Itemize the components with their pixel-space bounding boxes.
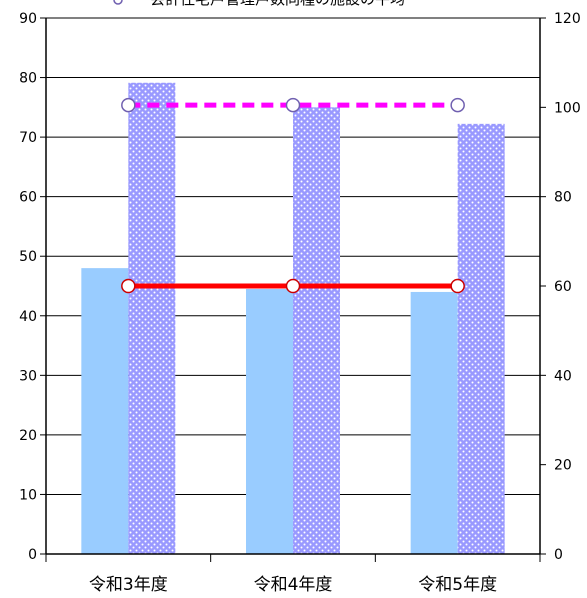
bar-s1-令和5年度 <box>410 291 458 554</box>
y-left-tick-label: 40 <box>19 309 37 325</box>
y-left-tick-label: 20 <box>19 428 37 444</box>
x-tick-label: 令和5年度 <box>418 575 497 595</box>
y-right-tick-label: 20 <box>554 458 572 474</box>
y-left-tick-label: 50 <box>19 249 37 265</box>
y-left-tick-label: 0 <box>28 547 37 563</box>
bars <box>81 82 505 555</box>
bar-s2-令和5年度 <box>457 123 505 555</box>
legend-label: 会計住宅戸管理戸数同種の施設の平均 <box>150 0 405 8</box>
bar-s2-令和4年度 <box>293 107 340 554</box>
y-left-tick-label: 30 <box>19 368 37 384</box>
y-right-tick-label: 120 <box>554 11 581 27</box>
y-right-tick-label: 100 <box>554 100 581 116</box>
line-point-3-令和5年度 <box>450 278 465 294</box>
y-left-tick-label: 80 <box>19 71 37 87</box>
line-point-3-令和4年度 <box>285 278 301 294</box>
line-point-4-令和5年度 <box>450 97 465 113</box>
y-left-tick-label: 60 <box>19 190 37 206</box>
x-tick-label: 令和4年度 <box>254 575 333 595</box>
y-right-tick-label: 40 <box>554 368 572 384</box>
x-tick-label: 令和3年度 <box>89 575 168 595</box>
bar-s1-令和3年度 <box>81 268 129 554</box>
line-point-4-令和4年度 <box>285 97 301 113</box>
y-right-tick-label: 0 <box>554 547 563 563</box>
axes: 0 10 20 30 40 50 60 70 80 90 0 20 40 60 80 100 120 令和3年度 令… <box>19 11 581 595</box>
line-point-3-令和3年度 <box>121 278 136 294</box>
y-right-tick-label: 60 <box>554 279 572 295</box>
y-right-tick-label: 80 <box>554 190 572 206</box>
y-left-tick-label: 70 <box>19 130 37 146</box>
bar-s1-令和4年度 <box>246 288 293 554</box>
legend: 会計住宅戸管理戸数同種の施設の平均 <box>113 0 405 8</box>
line-series <box>121 97 465 294</box>
y-left-tick-label: 90 <box>19 11 37 27</box>
legend-marker <box>113 0 123 5</box>
bar-s2-令和3年度 <box>128 82 176 555</box>
y-left-tick-label: 10 <box>19 487 37 503</box>
line-point-4-令和3年度 <box>121 97 136 113</box>
